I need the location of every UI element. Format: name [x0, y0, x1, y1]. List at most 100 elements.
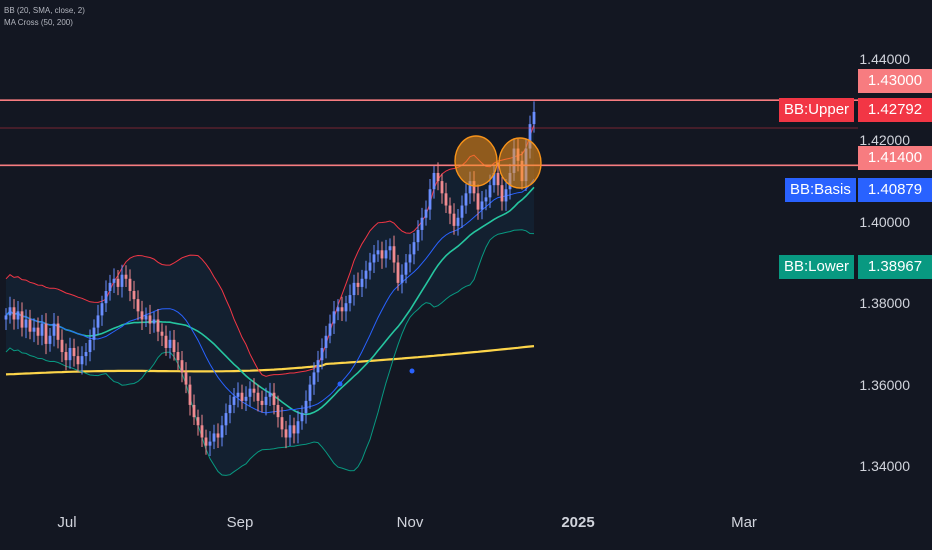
candle	[224, 403, 228, 435]
candle-body	[140, 311, 144, 320]
legend-ma-cross[interactable]: MA Cross (50, 200)	[4, 18, 73, 27]
candle-body	[424, 209, 428, 218]
candle-body	[300, 413, 304, 422]
candle	[160, 323, 164, 347]
candle	[400, 264, 404, 294]
candle	[476, 184, 480, 220]
candle	[320, 338, 324, 370]
candle-body	[168, 339, 172, 348]
candle-body	[364, 270, 368, 279]
ma200-line	[5, 345, 535, 376]
candle-body	[500, 185, 504, 202]
candle	[392, 235, 396, 273]
candle-body	[240, 392, 244, 401]
candle	[56, 315, 60, 349]
candle-body	[456, 217, 460, 226]
candle-body	[488, 185, 492, 198]
candle-body	[260, 400, 264, 405]
candle	[28, 309, 32, 340]
candle-body	[452, 213, 456, 226]
candle	[212, 424, 216, 450]
candle	[456, 208, 460, 236]
candle	[88, 329, 92, 362]
horizontal-levels[interactable]	[0, 99, 858, 167]
candle	[64, 343, 68, 371]
candle	[156, 308, 160, 342]
level-low-tag: 1.41400	[0, 146, 932, 170]
candle-body	[288, 425, 292, 438]
candle	[424, 200, 428, 226]
candle-body	[100, 303, 104, 316]
candle	[236, 382, 240, 408]
ma-cross-marker	[337, 381, 343, 387]
candle	[204, 429, 208, 455]
price-tick-label: 1.40000	[859, 213, 910, 230]
candle-body	[200, 425, 204, 438]
candle-body	[296, 421, 300, 434]
candle	[404, 254, 408, 284]
highlight-circles[interactable]	[454, 135, 542, 189]
candle-body	[84, 352, 88, 357]
candle-body	[188, 384, 192, 405]
candle	[396, 254, 400, 291]
candle	[336, 299, 340, 321]
highlight-circle	[498, 137, 542, 189]
candle-body	[292, 425, 296, 434]
bb-basis-tag: BB:Basis 1.40879	[0, 178, 932, 202]
candle-body	[28, 319, 32, 332]
candle	[484, 189, 488, 211]
candle-body	[8, 307, 12, 316]
candle-body	[232, 396, 236, 405]
candle	[352, 274, 356, 306]
candle	[460, 195, 464, 228]
candle	[436, 162, 440, 191]
ma200-series-line	[5, 345, 535, 376]
candle-body	[244, 396, 248, 401]
candle-body	[224, 413, 228, 426]
candle	[168, 330, 172, 359]
candle	[188, 376, 192, 416]
candle	[464, 183, 468, 214]
candle-body	[12, 307, 16, 320]
candle	[40, 314, 44, 346]
candle	[432, 164, 436, 199]
candle-body	[108, 282, 112, 291]
candle-body	[196, 417, 200, 426]
candle-body	[132, 290, 136, 300]
candle-body	[104, 290, 108, 304]
candle-body	[264, 396, 268, 405]
candle	[440, 173, 444, 204]
candle	[376, 240, 380, 262]
candle	[108, 274, 112, 301]
candle	[4, 308, 8, 331]
candle-body	[336, 307, 340, 312]
candle	[252, 378, 256, 402]
candle-body	[532, 111, 536, 125]
time-tick-label: Nov	[396, 514, 424, 531]
candle-body	[312, 372, 316, 385]
candle-body	[328, 323, 332, 336]
candle-body	[180, 360, 184, 373]
candle	[220, 415, 224, 447]
candle-body	[496, 172, 500, 186]
candle	[248, 381, 252, 407]
candle-body	[20, 311, 24, 328]
candle-body	[248, 388, 252, 397]
candle	[504, 178, 508, 211]
candle	[240, 384, 244, 410]
candle	[380, 241, 384, 269]
candle	[44, 313, 48, 355]
legend-bb[interactable]: BB (20, SMA, close, 2)	[4, 6, 85, 15]
candle	[176, 342, 180, 371]
candle-body	[236, 392, 240, 397]
candle-body	[504, 189, 508, 202]
candle	[368, 252, 372, 280]
candle	[172, 330, 176, 361]
candle-body	[332, 311, 336, 324]
candle	[232, 387, 236, 414]
candle-body	[172, 339, 176, 353]
candle	[164, 325, 168, 356]
candle-body	[40, 323, 44, 336]
candle-body	[436, 172, 440, 182]
